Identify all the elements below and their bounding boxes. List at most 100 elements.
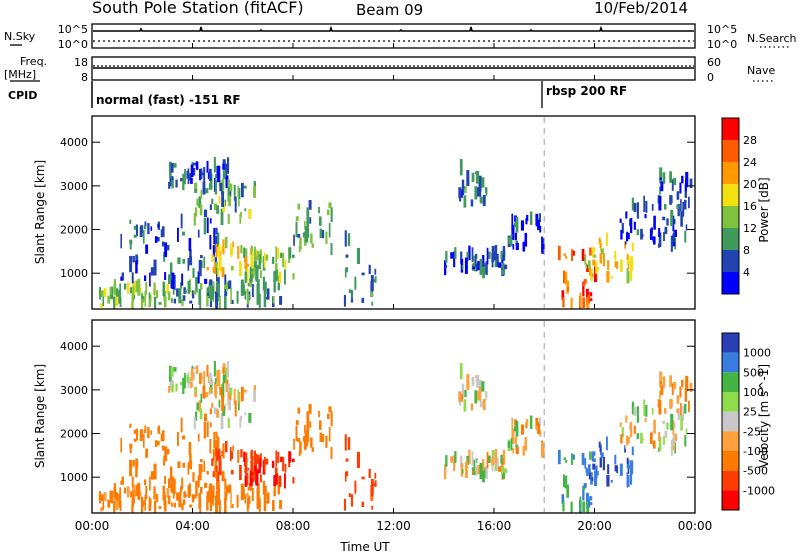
heatmap-cell bbox=[264, 485, 267, 499]
heatmap-cell bbox=[176, 492, 180, 501]
heatmap-cell bbox=[169, 170, 172, 187]
heatmap-cell bbox=[445, 455, 448, 467]
heatmap-cell bbox=[460, 251, 463, 264]
heatmap-cell bbox=[462, 390, 465, 393]
heatmap-cell bbox=[660, 181, 664, 192]
heatmap-cell bbox=[226, 379, 229, 385]
heatmap-cell bbox=[277, 451, 280, 463]
heatmap-cell bbox=[679, 386, 682, 398]
heatmap-cell bbox=[327, 209, 330, 216]
heatmap-cell bbox=[164, 446, 168, 462]
heatmap-cell bbox=[200, 189, 203, 199]
heatmap-cell bbox=[221, 267, 225, 278]
heatmap-cell bbox=[145, 448, 149, 458]
heatmap-cell bbox=[176, 288, 180, 297]
heatmap-cell bbox=[640, 432, 643, 444]
heatmap-cell bbox=[689, 382, 693, 393]
heatmap-cell bbox=[330, 447, 333, 460]
heatmap-cell bbox=[370, 496, 374, 501]
colorbar-tick-label: 12 bbox=[743, 222, 757, 235]
heatmap-cell bbox=[589, 298, 593, 301]
heatmap-cell bbox=[158, 506, 162, 509]
heatmap-cell bbox=[273, 475, 277, 486]
heatmap-cell bbox=[181, 503, 184, 511]
heatmap-cell bbox=[476, 170, 480, 184]
heatmap-cell bbox=[166, 449, 170, 455]
heatmap-cell bbox=[253, 265, 256, 272]
heatmap-cell bbox=[247, 497, 250, 509]
freq-label: Freq. bbox=[20, 55, 47, 68]
heatmap-cell bbox=[479, 400, 483, 408]
cpid-label: CPID bbox=[8, 89, 37, 102]
heatmap-cell bbox=[219, 387, 223, 396]
heatmap-cell bbox=[319, 432, 322, 442]
heatmap-cell bbox=[475, 253, 477, 267]
heatmap-cell bbox=[124, 487, 127, 494]
heatmap-cell bbox=[232, 241, 235, 248]
y-tick-label: 1000 bbox=[60, 267, 88, 280]
heatmap-cell bbox=[309, 421, 312, 428]
heatmap-cell bbox=[217, 487, 220, 501]
heatmap-cell bbox=[212, 267, 216, 274]
heatmap-cell bbox=[144, 221, 147, 226]
heatmap-cell bbox=[133, 489, 136, 497]
heatmap-cell bbox=[187, 258, 190, 271]
heatmap-cell bbox=[147, 223, 150, 235]
noise-panel: N.Sky 10^5 10^0 10^5 10^0 N.Search bbox=[4, 23, 797, 51]
heatmap-cell bbox=[169, 466, 173, 479]
heatmap-cell bbox=[132, 255, 135, 263]
heatmap-cell bbox=[591, 451, 594, 462]
heatmap-cell bbox=[199, 168, 202, 181]
heatmap-cell bbox=[133, 438, 137, 442]
heatmap-cell bbox=[525, 218, 528, 225]
heatmap-cell bbox=[282, 252, 285, 268]
heatmap-cell bbox=[565, 460, 568, 463]
heatmap-cell bbox=[210, 285, 212, 302]
heatmap-cell bbox=[649, 228, 653, 240]
heatmap-cell bbox=[471, 247, 474, 262]
heatmap-cell bbox=[209, 378, 213, 394]
heatmap-cell bbox=[127, 287, 130, 291]
heatmap-cell bbox=[225, 175, 229, 189]
heatmap-cell bbox=[680, 210, 683, 227]
heatmap-cell bbox=[258, 497, 261, 512]
colorbar-swatch bbox=[722, 352, 739, 373]
heatmap-cell bbox=[504, 468, 508, 474]
heatmap-cell bbox=[243, 247, 245, 258]
heatmap-cell bbox=[248, 413, 252, 423]
heatmap-cell bbox=[305, 430, 309, 447]
heatmap-cell bbox=[494, 258, 497, 268]
heatmap-cell bbox=[249, 470, 253, 487]
heatmap-cell bbox=[466, 374, 470, 390]
heatmap-cell bbox=[588, 464, 591, 473]
heatmap-cell bbox=[189, 256, 193, 266]
heatmap-cell bbox=[248, 209, 252, 219]
heatmap-cell bbox=[688, 196, 690, 209]
heatmap-cell bbox=[118, 289, 121, 304]
heatmap-cell bbox=[567, 287, 569, 291]
heatmap-cell bbox=[236, 290, 239, 304]
heatmap-cell bbox=[372, 279, 376, 282]
heatmap-cell bbox=[212, 245, 215, 257]
heatmap-cell bbox=[581, 453, 585, 466]
heatmap-cell bbox=[624, 241, 626, 249]
heatmap-cell bbox=[450, 252, 454, 259]
heatmap-cell bbox=[670, 439, 673, 456]
cpid-panel: CPID normal (fast) -151 RF rbsp 200 RF bbox=[8, 81, 627, 108]
heatmap-cell bbox=[230, 451, 234, 459]
heatmap-cell bbox=[485, 465, 488, 480]
colorbar-tick-label: 100 bbox=[743, 386, 764, 399]
heatmap-cell bbox=[282, 456, 285, 472]
heatmap-cell bbox=[599, 447, 602, 452]
heatmap-cell bbox=[150, 226, 153, 231]
heatmap-cell bbox=[592, 259, 596, 266]
heatmap-cell bbox=[164, 500, 167, 512]
heatmap-cell bbox=[676, 408, 679, 413]
velocity-colorbar: 1000 500 100 25 -25 -100 -500 -1000 bbox=[721, 332, 775, 511]
heatmap-cell bbox=[491, 261, 494, 268]
heatmap-cell bbox=[271, 256, 275, 264]
colorbar-swatch bbox=[722, 451, 739, 471]
heatmap-cell bbox=[227, 187, 231, 202]
heatmap-cell bbox=[659, 371, 663, 388]
heatmap-cell bbox=[215, 465, 218, 472]
